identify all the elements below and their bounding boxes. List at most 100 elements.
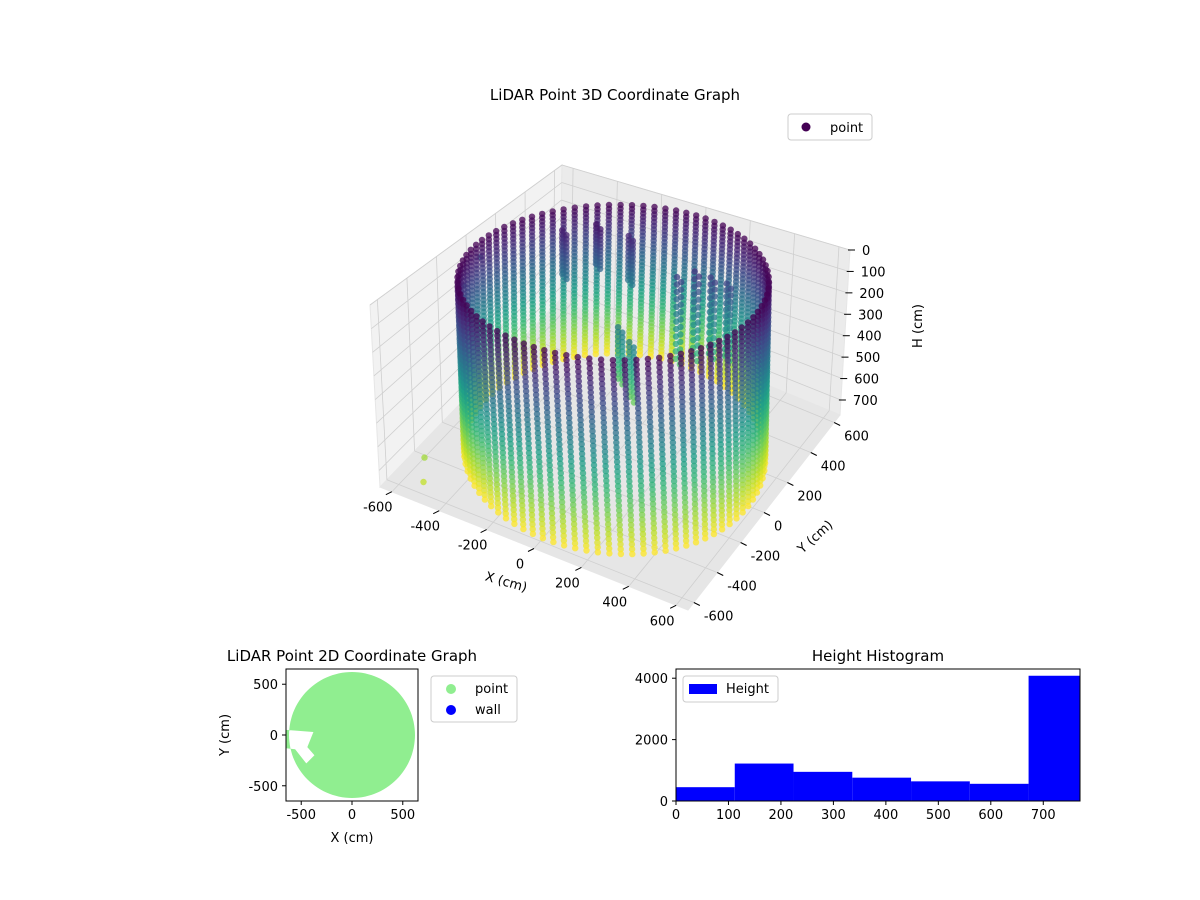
lidar-point (638, 487, 645, 494)
lidar-point (570, 511, 577, 518)
lidar-point (504, 388, 512, 396)
lidar-point (681, 494, 689, 501)
lidar-point (580, 474, 587, 482)
lidar-point (651, 549, 658, 556)
lidar-point (534, 434, 542, 442)
y-tick-label-3d: 200 (797, 490, 822, 505)
grid-line-y-floor (386, 479, 694, 603)
lidar-point (690, 443, 697, 450)
lidar-point (716, 356, 723, 363)
lidar-point (574, 353, 581, 361)
lidar-point (650, 510, 657, 517)
lidar-point (504, 384, 512, 391)
lidar-point (511, 520, 518, 528)
lidar-point (570, 520, 578, 528)
lidar-point (478, 436, 486, 444)
lidar-point (510, 497, 517, 504)
lidar-point (535, 453, 543, 461)
x-tick-label-3d: -200 (458, 539, 488, 554)
lidar-point (692, 524, 699, 532)
lidar-point (592, 500, 599, 507)
lidar-point (507, 440, 514, 448)
lidar-point (635, 429, 643, 436)
y-tick-3d (833, 422, 841, 426)
lidar-point (606, 545, 613, 552)
lidar-point (470, 366, 477, 374)
lidar-point (577, 412, 584, 419)
lidar-point (739, 481, 746, 488)
lidar-point (648, 452, 655, 459)
lidar-point (732, 375, 739, 382)
lidar-point (497, 393, 504, 400)
lidar-point (731, 338, 739, 345)
lidar-point (512, 369, 520, 377)
lidar-point (527, 483, 534, 490)
lidar-point (717, 403, 724, 411)
lidar-point (529, 525, 536, 533)
lidar-point (496, 388, 504, 396)
lidar-point (582, 537, 590, 545)
lidar-point (486, 475, 494, 482)
lidar-point (492, 448, 499, 456)
lidar-point (749, 468, 757, 476)
lidar-point (680, 441, 687, 449)
lidar-point (661, 518, 668, 525)
lidar-point (600, 414, 607, 421)
lidar-point (502, 346, 510, 353)
lidar-point (566, 429, 573, 436)
lidar-point (515, 431, 522, 438)
lidar-point (590, 461, 598, 469)
lidar-point (708, 431, 716, 438)
lidar-point (739, 439, 746, 447)
lidar-point (515, 436, 523, 443)
lidar-point (571, 525, 578, 533)
lidar-point (477, 400, 484, 407)
lidar-point (732, 380, 739, 387)
lidar-point (733, 505, 740, 513)
lidar-point (477, 413, 485, 421)
lidar-point (604, 516, 612, 523)
lidar-point (744, 411, 752, 418)
lidar-point (635, 414, 642, 422)
lidar-point (469, 344, 476, 351)
lidar-point (534, 415, 541, 422)
lidar-point (486, 332, 494, 339)
y-tick-label-3d: -600 (704, 610, 734, 625)
lidar-point (680, 451, 687, 458)
lidar-point (606, 550, 613, 557)
lidar-point (487, 341, 494, 349)
lidar-point (689, 405, 696, 412)
histogram-bar (969, 783, 1029, 801)
lidar-point (738, 375, 746, 382)
lidar-point (634, 395, 641, 402)
lidar-point (548, 510, 556, 517)
lidar-point (698, 383, 706, 390)
lidar-point (578, 441, 585, 448)
lidar-point (690, 462, 698, 469)
lidar-point (603, 482, 610, 489)
lidar-point (690, 424, 697, 431)
lidar-point (716, 347, 723, 354)
lidar-point (630, 349, 637, 356)
lidar-point (473, 317, 480, 325)
lidar-point (749, 409, 757, 417)
y-tick-label-3d: 0 (774, 520, 782, 535)
lidar-point (628, 546, 636, 553)
lidar-point (557, 470, 564, 477)
lidar-point (468, 326, 476, 333)
lidar-point (571, 540, 579, 547)
lidar-point (535, 444, 542, 451)
lidar-point (517, 469, 524, 476)
lidar-point (744, 452, 752, 459)
lidar-point (542, 371, 549, 378)
lidar-point (472, 412, 480, 419)
lidar-point (544, 414, 551, 421)
lidar-point (669, 415, 676, 422)
lidar-point (538, 515, 546, 523)
lidar-point (483, 396, 490, 404)
lidar-point (605, 535, 612, 543)
histogram-legend: Height (682, 675, 779, 703)
lidar-point (717, 398, 724, 406)
lidar-point (636, 448, 643, 456)
